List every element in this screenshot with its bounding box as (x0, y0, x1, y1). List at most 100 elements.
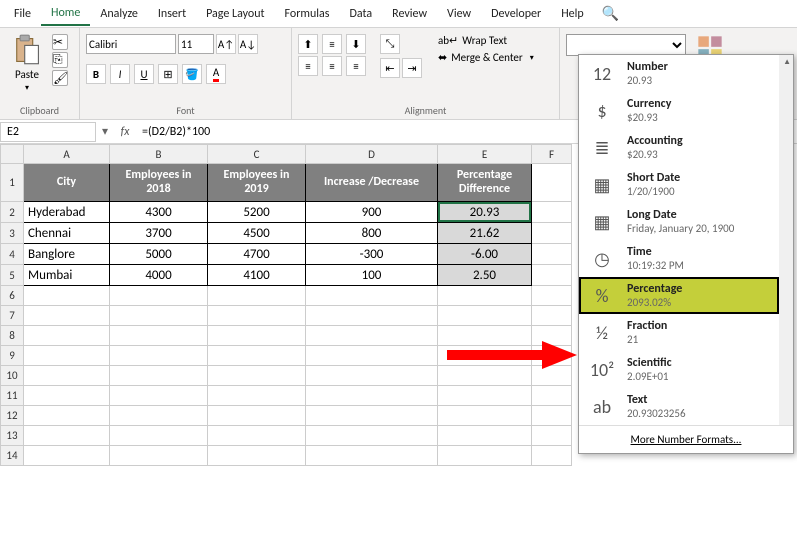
cell-increase[interactable]: 900 (306, 202, 438, 223)
cell[interactable] (24, 346, 110, 366)
align-right-button[interactable]: ≡ (346, 56, 366, 76)
cell[interactable] (24, 386, 110, 406)
cell[interactable] (110, 306, 208, 326)
format-option-time[interactable]: ◷ Time 10:19:32 PM (579, 240, 779, 277)
cell-city[interactable]: Chennai (24, 223, 110, 244)
row-header-7[interactable]: 7 (0, 306, 24, 326)
row-header-8[interactable]: 8 (0, 326, 24, 346)
col-header-e[interactable]: E (438, 144, 532, 164)
align-left-button[interactable]: ≡ (298, 56, 318, 76)
italic-button[interactable]: I (110, 64, 130, 84)
col-header-c[interactable]: C (208, 144, 306, 164)
cell[interactable] (532, 446, 572, 466)
format-option-accounting[interactable]: ≣ Accounting $20.93 (579, 129, 779, 166)
tab-view[interactable]: View (437, 3, 481, 25)
tab-data[interactable]: Data (340, 3, 383, 25)
cell-increase[interactable]: 800 (306, 223, 438, 244)
tab-home[interactable]: Home (41, 2, 90, 26)
cell-emp2018[interactable]: 4300 (110, 202, 208, 223)
tab-analyze[interactable]: Analyze (90, 3, 148, 25)
align-middle-button[interactable]: ≡ (322, 34, 342, 54)
cell[interactable] (532, 286, 572, 306)
font-color-button[interactable]: A (206, 64, 226, 84)
tab-file[interactable]: File (4, 3, 41, 25)
col-header-f[interactable]: F (532, 144, 572, 164)
cell[interactable] (438, 366, 532, 386)
row-header-1[interactable]: 1 (0, 164, 24, 202)
increase-indent-button[interactable]: ⇥ (402, 58, 422, 78)
bold-button[interactable]: B (86, 64, 106, 84)
cell-emp2018[interactable]: 3700 (110, 223, 208, 244)
decrease-font-button[interactable]: A↓ (238, 34, 258, 54)
cell[interactable] (208, 286, 306, 306)
paste-button[interactable]: Paste ▾ (6, 34, 48, 93)
cell[interactable] (24, 306, 110, 326)
cell[interactable] (24, 326, 110, 346)
format-option-number[interactable]: 12 Number 20.93 (579, 55, 779, 92)
cell[interactable] (110, 326, 208, 346)
cell-city[interactable]: Banglore (24, 244, 110, 265)
cut-button[interactable]: ✂ (52, 34, 68, 50)
font-name-select[interactable] (86, 34, 176, 54)
format-painter-button[interactable]: 🖌 (52, 70, 68, 86)
cell[interactable] (208, 366, 306, 386)
cell[interactable] (208, 406, 306, 426)
more-number-formats[interactable]: More Number Formats... (579, 425, 793, 453)
cell[interactable] (208, 426, 306, 446)
cell[interactable] (306, 386, 438, 406)
cell[interactable] (110, 286, 208, 306)
header-emp2018[interactable]: Employees in 2018 (110, 164, 208, 202)
cell[interactable] (110, 426, 208, 446)
row-header-13[interactable]: 13 (0, 426, 24, 446)
format-option-currency[interactable]: $ Currency $20.93 (579, 92, 779, 129)
align-center-button[interactable]: ≡ (322, 56, 342, 76)
cell-emp2019[interactable]: 5200 (208, 202, 306, 223)
copy-button[interactable]: ⎘ (52, 52, 68, 68)
cell[interactable] (306, 406, 438, 426)
row-header-10[interactable]: 10 (0, 366, 24, 386)
row-header-4[interactable]: 4 (0, 244, 24, 265)
cell-city[interactable]: Hyderabad (24, 202, 110, 223)
cell-empty[interactable] (532, 265, 572, 286)
cell[interactable] (110, 366, 208, 386)
cell-emp2018[interactable]: 5000 (110, 244, 208, 265)
cell[interactable] (110, 346, 208, 366)
cell[interactable] (306, 286, 438, 306)
format-option-fraction[interactable]: ½ Fraction 21 (579, 314, 779, 351)
name-box[interactable] (0, 122, 96, 142)
tab-formulas[interactable]: Formulas (275, 3, 340, 25)
cell-increase[interactable]: 100 (306, 265, 438, 286)
merge-center-button[interactable]: ⬌Merge & Center▾ (438, 51, 534, 64)
header-city[interactable]: City (24, 164, 110, 202)
cell[interactable] (438, 286, 532, 306)
row-header-5[interactable]: 5 (0, 265, 24, 286)
cell[interactable] (532, 366, 572, 386)
select-all-corner[interactable] (0, 144, 24, 164)
cell[interactable] (306, 366, 438, 386)
cell[interactable] (532, 406, 572, 426)
header-increase[interactable]: Increase /Decrease (306, 164, 438, 202)
cell-empty[interactable] (532, 202, 572, 223)
align-top-button[interactable]: ⬆ (298, 34, 318, 54)
font-size-select[interactable] (178, 34, 214, 54)
format-option-scientific[interactable]: 10² Scientific 2.09E+01 (579, 351, 779, 388)
decrease-indent-button[interactable]: ⇤ (380, 58, 400, 78)
row-header-3[interactable]: 3 (0, 223, 24, 244)
cell[interactable] (24, 426, 110, 446)
row-header-2[interactable]: 2 (0, 202, 24, 223)
tab-help[interactable]: Help (551, 3, 594, 25)
header-emp2019[interactable]: Employees in 2019 (208, 164, 306, 202)
cell-emp2019[interactable]: 4700 (208, 244, 306, 265)
border-button[interactable]: ⊞ (158, 64, 178, 84)
cell[interactable] (306, 306, 438, 326)
format-option-short-date[interactable]: ▦ Short Date 1/20/1900 (579, 166, 779, 203)
row-header-14[interactable]: 14 (0, 446, 24, 466)
cell[interactable] (306, 446, 438, 466)
cell[interactable] (532, 306, 572, 326)
col-header-d[interactable]: D (306, 144, 438, 164)
cell-empty[interactable] (532, 223, 572, 244)
cell[interactable] (24, 406, 110, 426)
search-icon[interactable]: 🔍 (602, 5, 619, 22)
cell[interactable] (438, 386, 532, 406)
cell[interactable] (24, 446, 110, 466)
